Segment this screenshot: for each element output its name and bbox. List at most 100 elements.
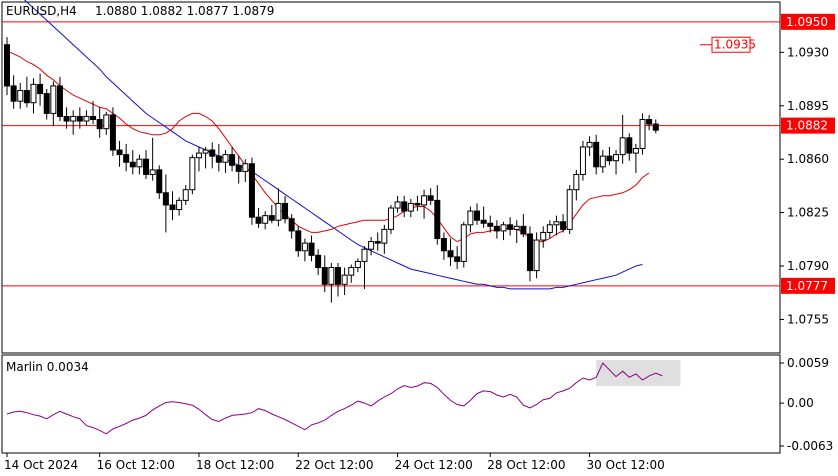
candle-body [202, 149, 209, 154]
candle-body [222, 154, 229, 163]
indicator-tick-label: -0.0063 [787, 439, 833, 453]
candlesticks [4, 37, 659, 303]
candle [70, 110, 77, 135]
candle [50, 81, 57, 126]
candle-body [4, 44, 10, 87]
ohlc-readout: 1.0880 1.0882 1.0877 1.0879 [95, 4, 274, 18]
candle [652, 119, 659, 134]
time-tick-label: 18 Oct 12:00 [196, 458, 274, 472]
candle [348, 264, 355, 283]
candle [248, 157, 255, 225]
indicator-tick-label: 0.00 [787, 396, 814, 410]
candle [507, 217, 514, 236]
candle [23, 76, 30, 108]
candle [421, 189, 428, 219]
candle [500, 221, 507, 241]
time-tick-label: 28 Oct 12:00 [487, 458, 565, 472]
candle-body [619, 137, 626, 156]
candle-body [23, 90, 30, 104]
candle [401, 195, 408, 218]
candle [381, 224, 388, 254]
candle-body [288, 218, 295, 232]
level-tag-text: 1.0882 [786, 119, 828, 133]
candle [156, 165, 163, 199]
candle-body [467, 210, 474, 226]
candle-body [315, 254, 322, 269]
price-tick-label: 1.0755 [787, 312, 829, 326]
candle [96, 107, 103, 138]
candle-body [560, 221, 567, 230]
candle [90, 101, 97, 125]
candle [143, 150, 150, 180]
candle-body [182, 189, 189, 201]
candle [440, 232, 447, 260]
candle-body [401, 201, 408, 212]
price-tick-label: 1.0825 [787, 206, 829, 220]
candle [282, 195, 289, 224]
candle-body [116, 149, 123, 156]
candle-body [83, 115, 90, 122]
candle-body [427, 195, 434, 201]
candle [520, 214, 527, 238]
price-pane[interactable] [1, 1, 781, 354]
candle-body [248, 163, 255, 218]
candle-body [652, 123, 659, 131]
candle [566, 185, 573, 234]
price-tick-label: 1.0895 [787, 99, 829, 113]
candle-body [474, 210, 481, 221]
candle-body [262, 215, 269, 224]
candle [10, 75, 17, 109]
candle [295, 226, 302, 257]
candle-body [143, 158, 150, 175]
candle [526, 226, 533, 282]
candle [195, 146, 202, 172]
time-tick-label: 30 Oct 12:00 [587, 458, 665, 472]
candle-body [308, 242, 315, 256]
candle-body [586, 141, 593, 148]
candle-body [354, 260, 361, 269]
candle-body [255, 216, 262, 224]
indicator-axis: 0.0059 0.00 -0.0063 [780, 356, 833, 453]
candle [513, 220, 520, 244]
indicator-label: Marlin 0.0034 [6, 360, 89, 374]
candle [182, 185, 189, 205]
candle-body [526, 233, 533, 272]
candle [487, 215, 494, 233]
candle-body [129, 161, 136, 168]
candle-body [90, 115, 97, 121]
candle [169, 191, 176, 221]
candle-body [626, 137, 633, 154]
candle-body [447, 250, 454, 258]
candle [209, 142, 216, 169]
candle-body [348, 267, 355, 276]
candle-body [136, 158, 143, 168]
candle [579, 140, 586, 181]
candle-body [639, 119, 646, 150]
oscillator-series [6, 360, 681, 435]
candle-body [381, 228, 388, 244]
candle-body [606, 155, 613, 162]
candle [632, 143, 639, 173]
candle-body [268, 215, 275, 221]
candle-body [215, 155, 222, 163]
candle [76, 107, 83, 129]
candle [493, 220, 500, 239]
candle [361, 246, 368, 289]
candle [467, 206, 474, 233]
level-tag [781, 117, 835, 134]
candle-body [229, 154, 236, 166]
candle [553, 215, 560, 236]
candle [341, 267, 348, 296]
candle-body [579, 146, 586, 175]
candle [540, 226, 547, 248]
candle [480, 206, 487, 228]
candle [586, 136, 593, 157]
candle-body [189, 157, 196, 191]
candle-body [520, 225, 527, 235]
candle-body [10, 85, 17, 102]
candle-body [407, 202, 414, 212]
candle-body [169, 204, 176, 211]
candle-body [507, 224, 514, 230]
time-tick-label: 16 Oct 12:00 [97, 458, 175, 472]
time-tick-label: 14 Oct 2024 [4, 458, 78, 472]
